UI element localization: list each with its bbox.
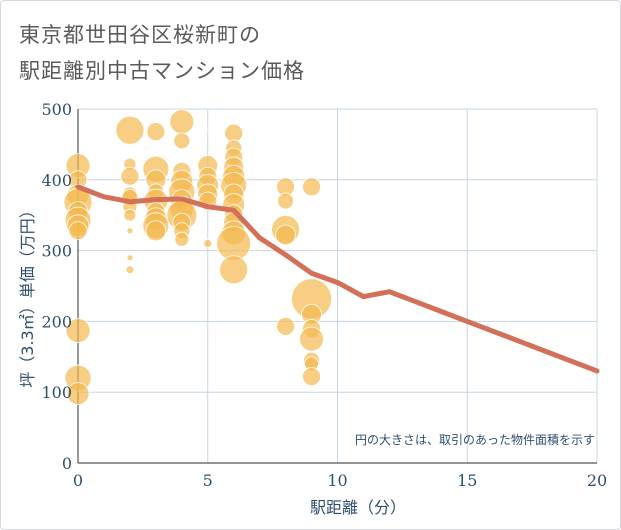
bubble-point <box>125 265 135 275</box>
x-tick-label: 20 <box>587 471 607 490</box>
y-tick-label: 300 <box>41 242 72 261</box>
bubble-point <box>169 109 195 135</box>
chart-title-line2: 駅距離別中古マンション価格 <box>19 59 305 83</box>
bubble-point <box>206 127 210 131</box>
x-tick-label: 10 <box>327 471 347 490</box>
y-tick-label: 500 <box>41 100 72 119</box>
trend-line-layer <box>75 184 600 374</box>
bubble-point <box>126 254 134 262</box>
bubble-point <box>65 318 91 344</box>
bubble-point <box>275 224 297 246</box>
bubble-point <box>126 227 134 235</box>
y-tick-label: 0 <box>62 454 72 473</box>
average-price-line <box>75 184 600 374</box>
tick-labels: 0 100 200 300 400 500 0 5 10 15 20 <box>41 100 607 490</box>
bubble-point <box>66 382 90 406</box>
x-tick-label: 15 <box>457 471 477 490</box>
bubble-point <box>174 231 190 247</box>
bubble-point <box>276 316 296 336</box>
x-axis-title: 駅距離（分） <box>310 498 406 517</box>
y-axis-title: 坪（3.3㎡）単価（万円） <box>18 202 37 387</box>
bubble-point <box>302 367 321 387</box>
y-tick-label: 200 <box>41 312 72 331</box>
bubble-point <box>68 221 88 241</box>
bubble-point <box>277 192 295 210</box>
bubble-point <box>302 177 321 197</box>
y-tick-label: 400 <box>41 171 72 190</box>
bubble-point <box>123 208 137 222</box>
bubble-point <box>146 122 166 142</box>
bubble-layer <box>63 109 332 406</box>
y-tick-label: 100 <box>41 383 72 402</box>
bubble-point <box>115 115 145 145</box>
bubble-point <box>219 255 249 285</box>
x-tick-label: 0 <box>73 471 83 490</box>
bubble-point <box>145 220 167 242</box>
bubble-point <box>299 326 324 352</box>
bubble-point <box>173 132 191 150</box>
bubble-point <box>120 166 140 186</box>
chart-title-line1: 東京都世田谷区桜新町の <box>19 23 261 47</box>
x-tick-label: 5 <box>203 471 213 490</box>
bubble-point <box>203 239 213 248</box>
bubble-point <box>224 123 244 143</box>
bubble-size-note: 円の大きさは、取引のあった物件面積を示す <box>355 432 595 447</box>
